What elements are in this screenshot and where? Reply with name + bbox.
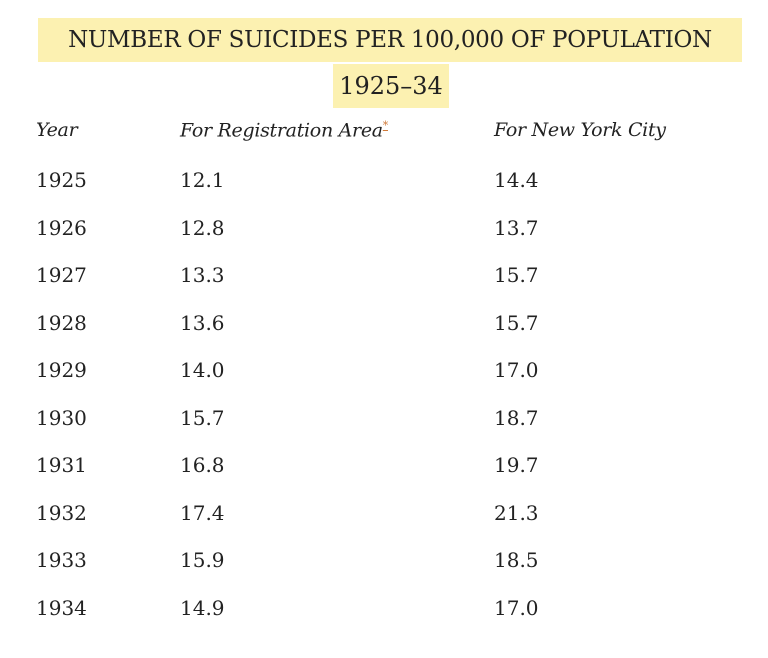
column-header: For Registration Area* (180, 119, 389, 142)
rate-cell: 18.5 (494, 548, 539, 572)
footnote-link[interactable]: * (382, 119, 389, 132)
year-cell: 1925 (36, 168, 87, 192)
rate-cell: 14.9 (180, 595, 225, 620)
year-cell: 1933 (36, 548, 87, 572)
year-cell: 1930 (36, 405, 87, 430)
rate-cell: 15.7 (180, 405, 225, 430)
title: NUMBER OF SUICIDES PER 100,000 OF POPULA… (38, 18, 742, 62)
rate-cell: 18.7 (494, 405, 539, 430)
rate-cell: 15.7 (494, 263, 539, 287)
year-cell: 1931 (36, 453, 87, 477)
rate-cell: 16.8 (180, 453, 225, 477)
subtitle: 1925–34 (333, 64, 449, 108)
rate-cell: 19.7 (494, 453, 539, 477)
rate-cell: 21.3 (494, 500, 539, 525)
year-cell: 1927 (36, 263, 87, 287)
rate-cell: 14.0 (180, 358, 225, 382)
year-cell: 1928 (36, 310, 87, 335)
year-cell: 1929 (36, 358, 87, 382)
rate-cell: 15.7 (494, 310, 539, 335)
rate-cell: 17.0 (494, 358, 539, 382)
rate-cell: 13.7 (494, 215, 539, 240)
rate-cell: 12.8 (180, 215, 225, 240)
rate-cell: 13.6 (180, 310, 225, 335)
rate-cell: 12.1 (180, 168, 225, 192)
rate-cell: 17.0 (494, 595, 539, 620)
rate-cell: 17.4 (180, 500, 225, 525)
year-cell: 1932 (36, 500, 87, 525)
column-header: For New York City (494, 119, 666, 141)
rate-cell: 13.3 (180, 263, 225, 287)
rate-cell: 15.9 (180, 548, 225, 572)
rate-cell: 14.4 (494, 168, 539, 192)
year-cell: 1934 (36, 595, 87, 620)
column-header: Year (36, 119, 78, 141)
year-cell: 1926 (36, 215, 87, 240)
